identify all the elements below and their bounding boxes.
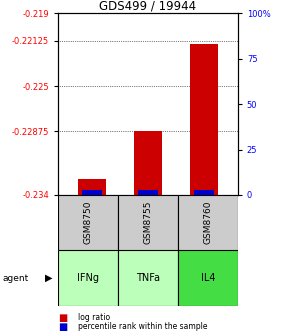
Text: ■: ■ [58, 322, 67, 332]
Title: GDS499 / 19944: GDS499 / 19944 [99, 0, 196, 12]
Text: GSM8750: GSM8750 [84, 201, 93, 244]
Text: agent: agent [3, 274, 29, 283]
Text: percentile rank within the sample: percentile rank within the sample [78, 322, 208, 331]
Bar [58, 195, 118, 250]
Bar [178, 195, 238, 250]
Bar [78, 179, 106, 195]
Bar [58, 250, 118, 306]
Bar [190, 44, 218, 195]
Text: ■: ■ [58, 312, 67, 323]
Bar [178, 250, 238, 306]
Text: ▶: ▶ [45, 273, 52, 283]
Text: TNFa: TNFa [136, 273, 160, 283]
Bar [194, 190, 214, 195]
Text: GSM8755: GSM8755 [143, 201, 153, 244]
Bar [118, 195, 178, 250]
Bar [118, 250, 178, 306]
Text: IFNg: IFNg [77, 273, 99, 283]
Text: GSM8760: GSM8760 [203, 201, 212, 244]
Text: log ratio: log ratio [78, 313, 110, 322]
Bar [138, 190, 158, 195]
Bar [134, 131, 162, 195]
Bar [82, 190, 101, 195]
Text: IL4: IL4 [201, 273, 215, 283]
